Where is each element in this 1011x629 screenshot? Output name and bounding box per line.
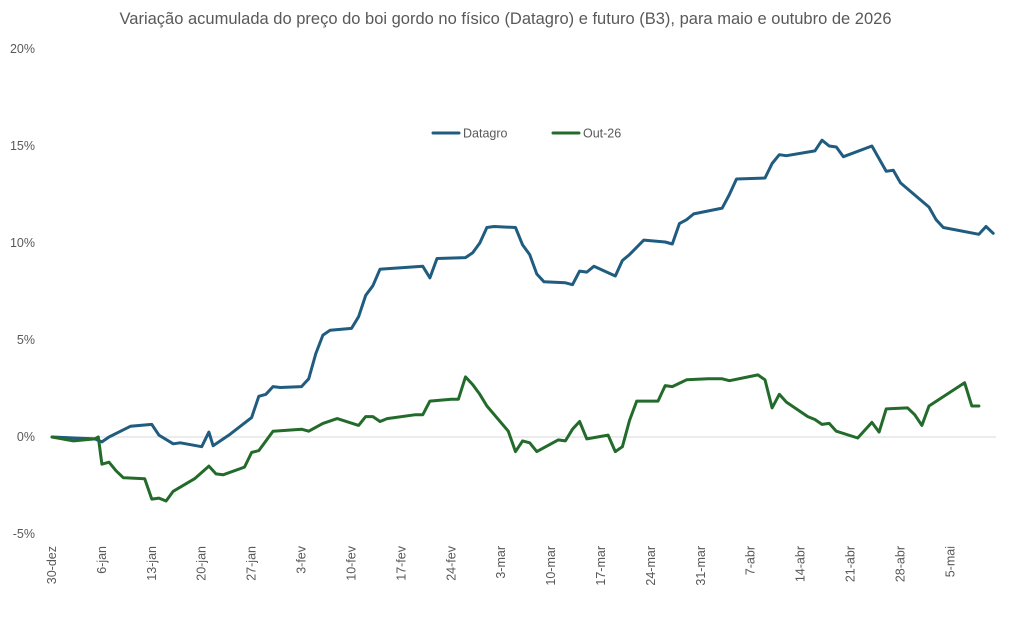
x-tick-label: 28-abr (893, 546, 907, 582)
chart-title: Variação acumulada do preço do boi gordo… (119, 10, 892, 28)
x-tick-label: 30-dez (45, 546, 59, 584)
series-lines (50, 138, 995, 503)
x-tick-label: 21-abr (844, 546, 858, 582)
series-line-datagro (50, 138, 995, 449)
x-tick-label: 17-fev (394, 545, 408, 580)
x-axis-labels: 30-dez 6-jan 13-jan 20-jan 27-jan 3-fev 10-fev… (45, 545, 957, 585)
x-tick-label: 27-jan (245, 546, 259, 581)
y-tick-label: 15% (10, 139, 35, 153)
series-line-out-26 (50, 373, 981, 503)
x-tick-label: 20-jan (195, 546, 209, 581)
x-tick-label: 6-jan (95, 546, 109, 574)
x-tick-label: 24-fev (444, 545, 458, 580)
legend-label: Out-26 (583, 127, 621, 141)
x-tick-label: 7-abr (744, 546, 758, 575)
y-tick-label: 0% (17, 430, 35, 444)
x-tick-label: 10-fev (344, 545, 358, 580)
x-tick-label: 10-mar (544, 546, 558, 586)
x-tick-label: 3-fev (295, 545, 309, 574)
x-tick-label: 5-mai (943, 546, 957, 577)
x-tick-label: 3-mar (494, 546, 508, 579)
y-axis-labels: -5% 0% 5% 10% 15% 20% (10, 42, 35, 541)
legend: Datagro Out-26 (431, 127, 621, 141)
y-tick-label: -5% (13, 527, 35, 541)
y-tick-label: 20% (10, 42, 35, 56)
x-tick-label: 24-mar (644, 546, 658, 586)
x-tick-label: 17-mar (594, 546, 608, 586)
legend-label: Datagro (463, 127, 508, 141)
x-tick-label: 14-abr (794, 546, 808, 582)
x-tick-label: 31-mar (694, 546, 708, 586)
x-tick-label: 13-jan (145, 546, 159, 581)
y-tick-label: 10% (10, 236, 35, 250)
y-tick-label: 5% (17, 333, 35, 347)
